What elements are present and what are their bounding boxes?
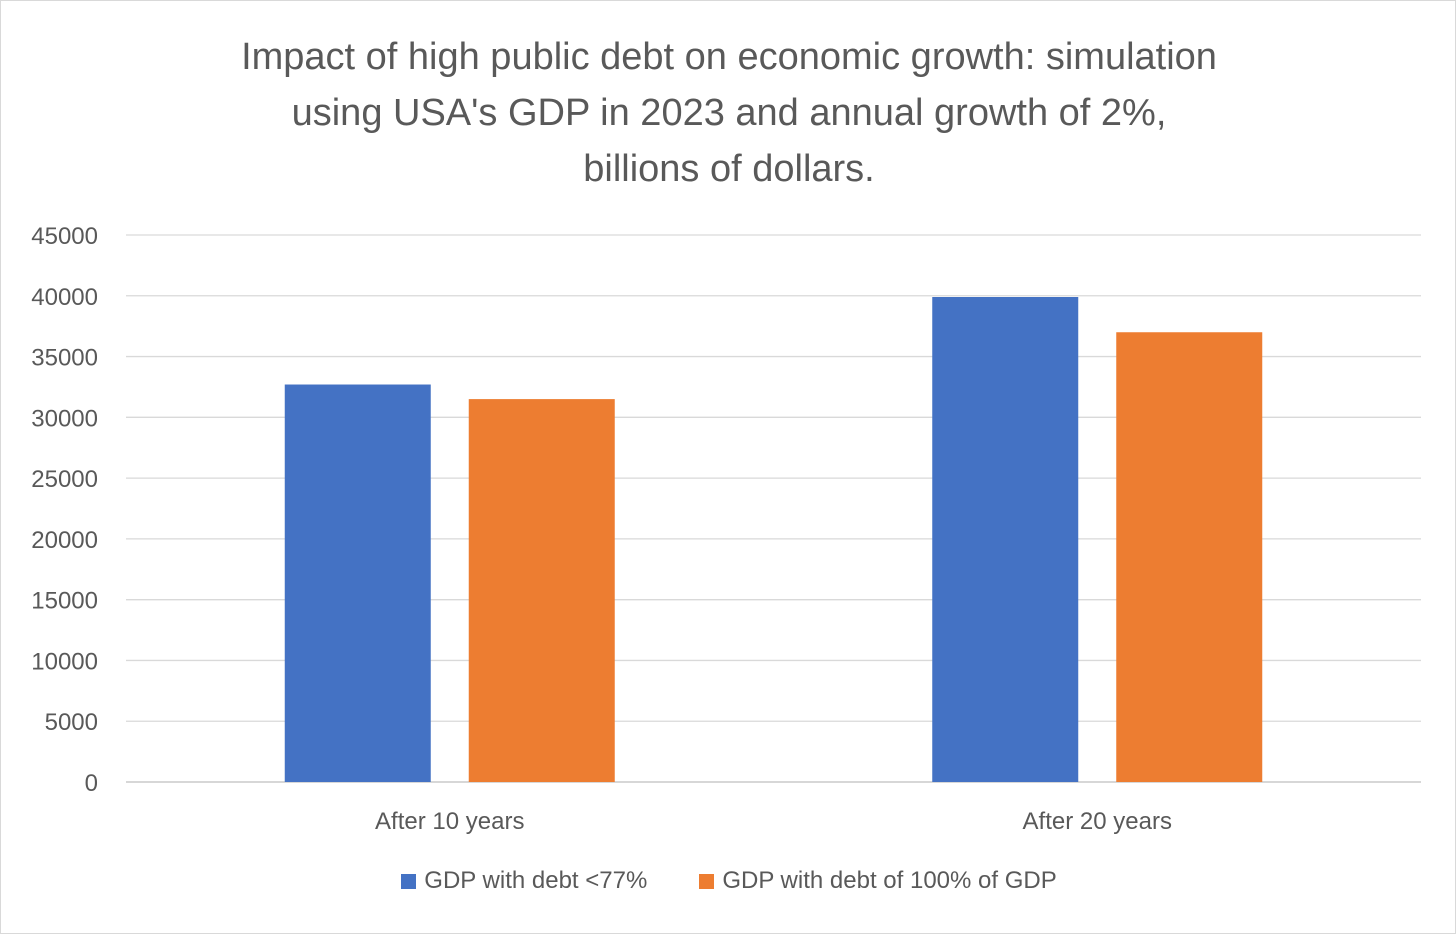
x-category-label: After 20 years (1023, 808, 1172, 835)
chart-title-line-1: Impact of high public debt on economic g… (241, 36, 1217, 78)
x-category-label: After 10 years (375, 808, 524, 835)
chart-title-line-3: billions of dollars. (583, 148, 875, 190)
y-tick-label: 15000 (31, 588, 98, 615)
legend-item-series-1: GDP with debt <77% (401, 867, 647, 895)
legend-item-series-2: GDP with debt of 100% of GDP (699, 867, 1057, 895)
y-tick-label: 25000 (31, 466, 98, 493)
legend-label-series-1: GDP with debt <77% (424, 867, 648, 894)
y-tick-label: 20000 (31, 527, 98, 554)
y-tick-label: 5000 (45, 709, 98, 736)
y-tick-label: 10000 (31, 648, 98, 675)
chart-title-line-2: using USA's GDP in 2023 and annual growt… (291, 92, 1167, 134)
legend-swatch-series-1 (401, 873, 417, 889)
bar-series-2-2 (1116, 332, 1263, 782)
chart-title: Impact of high public debt on economic g… (1, 29, 1456, 197)
legend: GDP with debt <77% GDP with debt of 100%… (1, 867, 1456, 895)
bar-series-1-2 (932, 296, 1079, 782)
bar-series-2-1 (468, 399, 615, 782)
y-tick-label: 40000 (31, 284, 98, 311)
y-tick-label: 0 (85, 770, 98, 797)
legend-label-series-2: GDP with debt of 100% of GDP (722, 867, 1057, 894)
legend-swatch-series-2 (699, 873, 715, 889)
bar-series-1-1 (284, 384, 431, 782)
y-tick-label: 45000 (31, 223, 98, 250)
y-tick-label: 30000 (31, 405, 98, 432)
y-tick-label: 35000 (31, 345, 98, 372)
